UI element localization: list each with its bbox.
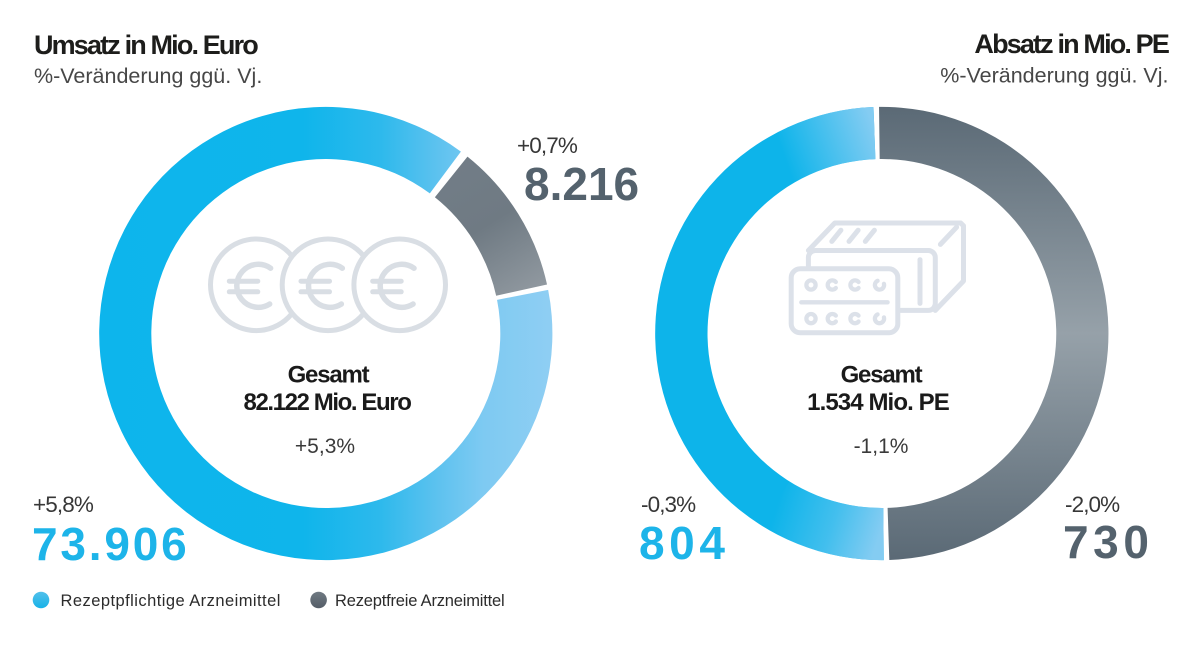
svg-text:+5,8%: +5,8% xyxy=(33,492,94,517)
svg-text:+5,3%: +5,3% xyxy=(295,435,355,458)
svg-text:Gesamt: Gesamt xyxy=(841,362,923,389)
svg-text:8.216: 8.216 xyxy=(524,158,639,210)
svg-text:Absatz in Mio. PE: Absatz in Mio. PE xyxy=(974,29,1168,59)
svg-text:%-Veränderung ggü. Vj.: %-Veränderung ggü. Vj. xyxy=(34,64,262,88)
svg-text:%-Veränderung ggü. Vj.: %-Veränderung ggü. Vj. xyxy=(940,64,1168,88)
svg-text:1.534 Mio. PE: 1.534 Mio. PE xyxy=(807,389,950,416)
svg-text:-0,3%: -0,3% xyxy=(641,492,696,517)
svg-text:Gesamt: Gesamt xyxy=(288,362,370,389)
svg-text:-1,1%: -1,1% xyxy=(854,435,909,458)
svg-text:82.122 Mio. Euro: 82.122 Mio. Euro xyxy=(244,389,412,416)
svg-text:+0,7%: +0,7% xyxy=(517,133,578,158)
svg-text:73.906: 73.906 xyxy=(32,518,190,570)
svg-text:Rezeptpflichtige Arzneimittel: Rezeptpflichtige Arzneimittel xyxy=(61,592,281,610)
svg-text:Rezeptfreie Arzneimittel: Rezeptfreie Arzneimittel xyxy=(335,592,504,610)
svg-text:730: 730 xyxy=(1063,516,1154,568)
svg-text:-2,0%: -2,0% xyxy=(1065,492,1120,517)
svg-text:804: 804 xyxy=(639,517,730,569)
svg-text:Umsatz in Mio. Euro: Umsatz in Mio. Euro xyxy=(34,30,258,60)
